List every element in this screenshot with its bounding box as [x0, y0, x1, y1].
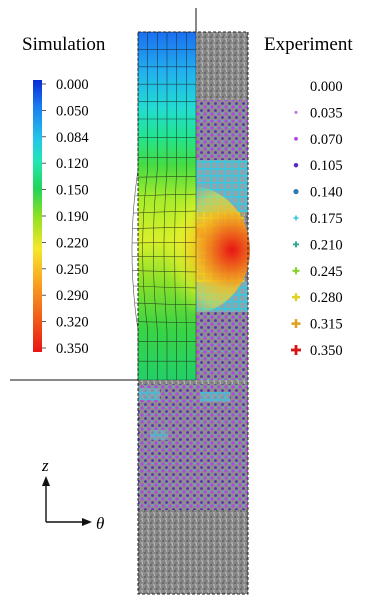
simulation-colorbar-labels: 0.000 0.050 0.084 0.120 0.150 0.190 0.220 0.250… [42, 77, 89, 357]
legend-marker [293, 162, 299, 168]
experiment-legend-label: 0.280 [310, 290, 343, 306]
legend-marker [293, 241, 299, 248]
simulation-title: Simulation [22, 34, 106, 55]
legend-marker [292, 267, 300, 275]
colorbar-label: 0.320 [56, 315, 89, 331]
mesh-line [136, 176, 197, 178]
experiment-legend-label: 0.350 [310, 343, 343, 359]
axis-triad: z θ [41, 456, 104, 533]
colorbar-label: 0.290 [56, 288, 89, 304]
experiment-lower-region [138, 380, 248, 594]
experiment-legend-label: 0.175 [310, 211, 343, 227]
experiment-legend-label: 0.105 [310, 158, 343, 174]
mesh-line [133, 285, 197, 289]
colorbar-label: 0.120 [56, 156, 89, 172]
experiment-legend-label: 0.315 [310, 317, 343, 333]
experiment-legend-label: 0.000 [310, 79, 343, 95]
experiment-legend-label: 0.070 [310, 132, 343, 148]
mesh-line [133, 210, 197, 214]
colorbar-label: 0.220 [56, 235, 89, 251]
mesh-line [131, 32, 139, 380]
simulation-mesh [130, 31, 250, 381]
experiment-legend: 0.000 0.035 0.070 0.105 0.140 0.175 0.210 0.245… [291, 79, 343, 359]
colorbar-label: 0.250 [56, 262, 89, 278]
theta-axis-label: θ [96, 514, 104, 533]
mesh-line [136, 321, 197, 323]
simulation-colorbar [33, 80, 42, 352]
colorbar-label: 0.000 [56, 77, 89, 93]
colorbar-label: 0.190 [56, 209, 89, 225]
colorbar-label: 0.084 [56, 130, 89, 146]
experiment-legend-label: 0.035 [310, 105, 343, 121]
legend-marker [293, 189, 299, 195]
mesh-line [134, 302, 197, 306]
legend-marker [294, 136, 298, 141]
colorbar-label: 0.150 [56, 183, 89, 199]
mesh-line [131, 256, 197, 258]
mesh-line [174, 32, 177, 380]
legend-marker [292, 293, 300, 302]
colorbar-label: 0.350 [56, 341, 89, 357]
specimen-outline [137, 31, 249, 595]
colorbar-label: 0.050 [56, 103, 89, 119]
experiment-title: Experiment [264, 34, 353, 55]
mesh-line [134, 193, 197, 197]
legend-marker [291, 345, 301, 355]
experiment-legend-label: 0.245 [310, 264, 343, 280]
mesh-line [132, 242, 197, 244]
experiment-legend-label: 0.210 [310, 237, 343, 253]
legend-marker [294, 110, 298, 114]
mesh-line [185, 32, 187, 380]
legend-marker [291, 319, 301, 329]
legend-marker [293, 215, 299, 221]
experiment-legend-label: 0.140 [310, 185, 343, 201]
z-axis-label: z [41, 456, 49, 475]
